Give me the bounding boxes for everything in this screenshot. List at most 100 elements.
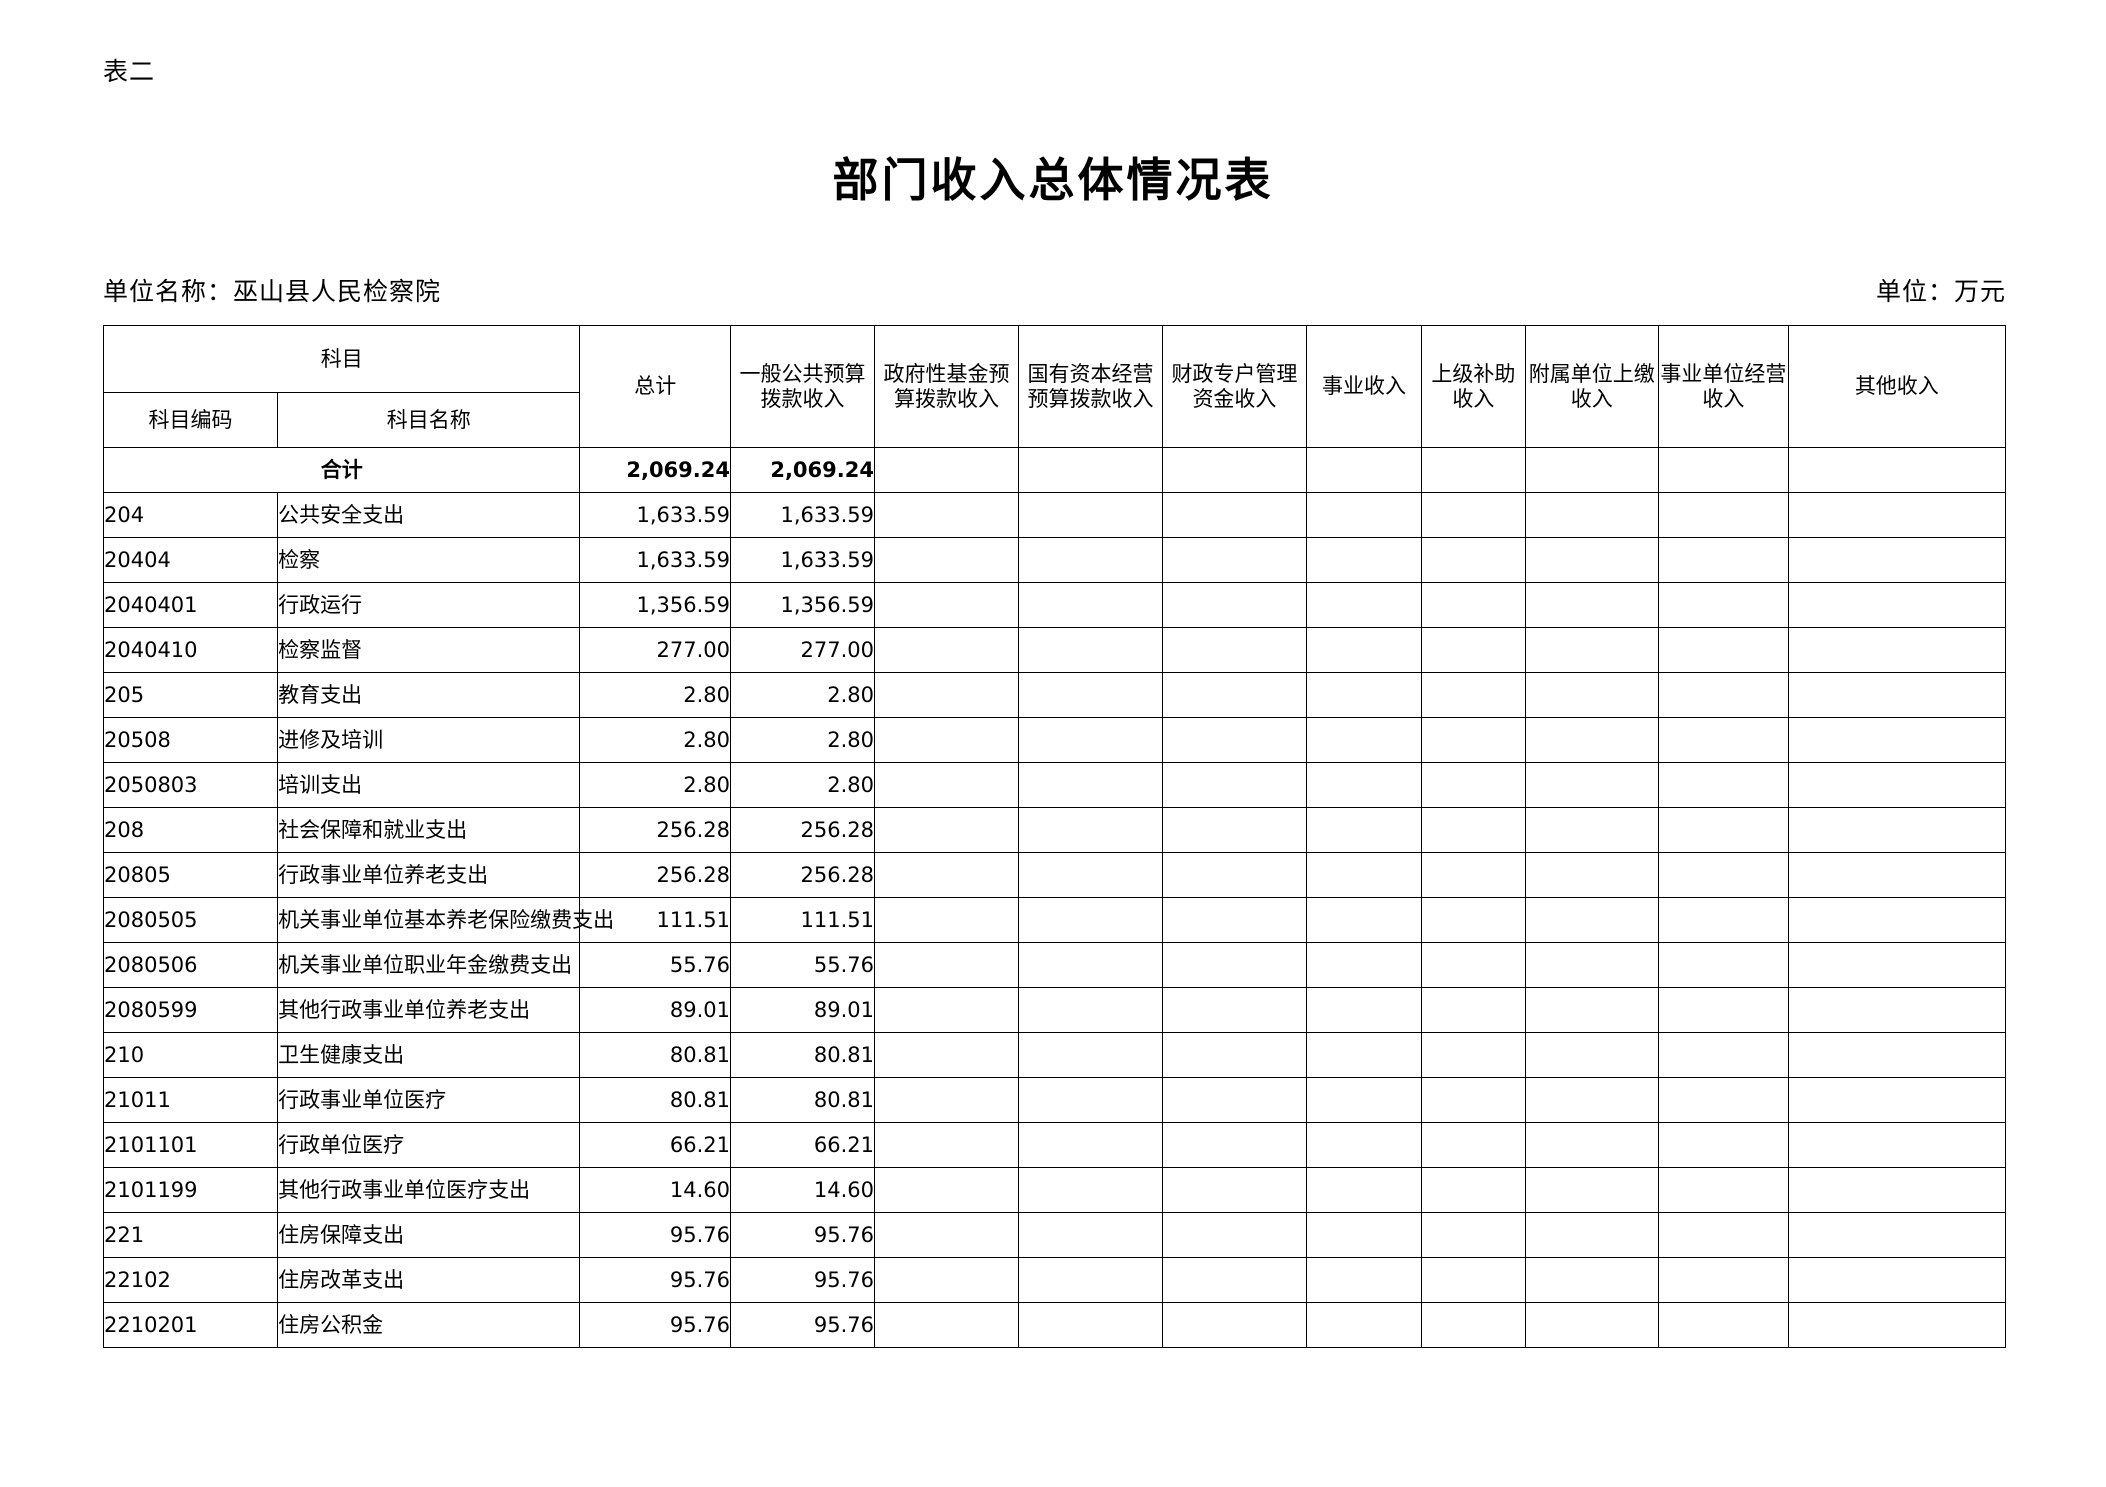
cell-fiscal-special-account-funds xyxy=(1161,852,1307,898)
cell-state-capital-operation-budget xyxy=(1017,987,1163,1033)
cell-total: 1,633.59 xyxy=(579,492,731,538)
cell-general-public-budget: 95.76 xyxy=(730,1257,875,1303)
cell-institution-operating-income xyxy=(1658,1122,1789,1168)
cell-state-capital-operation-budget xyxy=(1017,717,1163,763)
cell-subordinate-unit-remittance xyxy=(1524,492,1660,538)
cell-total: 14.60 xyxy=(579,1167,731,1213)
form-tag: 表二 xyxy=(103,57,156,86)
cell-institution-operating-income xyxy=(1658,1212,1789,1258)
cell-total: 256.28 xyxy=(579,807,731,853)
cell-other-income xyxy=(1787,627,2007,673)
cell-general-public-budget: 95.76 xyxy=(730,1212,875,1258)
cell-subject-code: 2101101 xyxy=(102,1122,279,1168)
cell-subject-name: 行政运行 xyxy=(277,582,581,628)
table-row: 205 教育支出 2.80 2.80 xyxy=(102,672,2007,718)
cell-superior-subsidy-income xyxy=(1421,762,1526,808)
cell-institution-operating-income xyxy=(1658,1077,1789,1123)
cell-other-income xyxy=(1787,942,2007,988)
cell-government-fund-budget xyxy=(873,1167,1019,1213)
cell-state-capital-operation-budget xyxy=(1017,1167,1163,1213)
cell-fiscal-special-account-funds xyxy=(1161,1122,1307,1168)
cell-institution-operating-income xyxy=(1658,627,1789,673)
cell-institution-operating-income xyxy=(1658,987,1789,1033)
cell-subject-code: 22102 xyxy=(102,1257,279,1303)
cell-state-capital-operation-budget xyxy=(1017,1257,1163,1303)
table-row: 208 社会保障和就业支出 256.28 256.28 xyxy=(102,807,2007,853)
cell-subject-name: 其他行政事业单位医疗支出 xyxy=(277,1167,581,1213)
cell-government-fund-budget xyxy=(873,492,1019,538)
cell-general-public-budget: 2.80 xyxy=(730,717,875,763)
cell-business-income xyxy=(1305,942,1423,988)
cell-superior-subsidy-income xyxy=(1421,807,1526,853)
header-superior-subsidy-income: 上级补助收入 xyxy=(1421,325,1526,448)
cell-subordinate-unit-remittance xyxy=(1524,1212,1660,1258)
cell-fiscal-special-account-funds xyxy=(1161,762,1307,808)
cell-total: 111.51 xyxy=(579,897,731,943)
cell-fiscal-special-account-funds xyxy=(1161,537,1307,583)
cell-institution-operating-income xyxy=(1658,582,1789,628)
cell-subject-name: 其他行政事业单位养老支出 xyxy=(277,987,581,1033)
cell-total: 95.76 xyxy=(579,1212,731,1258)
total-value-superior-subsidy-income xyxy=(1421,447,1526,493)
cell-state-capital-operation-budget xyxy=(1017,582,1163,628)
table-row-total: 合计 2,069.24 2,069.24 xyxy=(102,447,2007,493)
cell-subordinate-unit-remittance xyxy=(1524,582,1660,628)
cell-subject-name: 检察监督 xyxy=(277,627,581,673)
cell-subject-code: 205 xyxy=(102,672,279,718)
page-title: 部门收入总体情况表 xyxy=(832,153,1274,207)
cell-state-capital-operation-budget xyxy=(1017,762,1163,808)
budget-income-table: 科目 总计 一般公共预算拨款收入 政府性基金预算拨款收入 国有资本经营预算拨款收… xyxy=(102,325,2007,1348)
cell-subject-code: 20508 xyxy=(102,717,279,763)
cell-government-fund-budget xyxy=(873,672,1019,718)
header-row-top: 科目 总计 一般公共预算拨款收入 政府性基金预算拨款收入 国有资本经营预算拨款收… xyxy=(102,325,2007,448)
header-government-fund-budget: 政府性基金预算拨款收入 xyxy=(873,325,1019,448)
cell-subject-code: 2210201 xyxy=(102,1302,279,1348)
cell-superior-subsidy-income xyxy=(1421,942,1526,988)
cell-subject-code: 2050803 xyxy=(102,762,279,808)
cell-institution-operating-income xyxy=(1658,492,1789,538)
cell-other-income xyxy=(1787,672,2007,718)
cell-subordinate-unit-remittance xyxy=(1524,1167,1660,1213)
cell-general-public-budget: 1,356.59 xyxy=(730,582,875,628)
cell-fiscal-special-account-funds xyxy=(1161,1302,1307,1348)
total-value-subordinate-unit-remittance xyxy=(1524,447,1660,493)
cell-subject-code: 208 xyxy=(102,807,279,853)
cell-subordinate-unit-remittance xyxy=(1524,1077,1660,1123)
cell-fiscal-special-account-funds xyxy=(1161,1077,1307,1123)
cell-fiscal-special-account-funds xyxy=(1161,672,1307,718)
cell-government-fund-budget xyxy=(873,627,1019,673)
cell-business-income xyxy=(1305,1122,1423,1168)
cell-institution-operating-income xyxy=(1658,852,1789,898)
header-total: 总计 xyxy=(579,325,731,448)
cell-government-fund-budget xyxy=(873,897,1019,943)
cell-business-income xyxy=(1305,492,1423,538)
header-subject-name: 科目名称 xyxy=(277,392,581,448)
cell-institution-operating-income xyxy=(1658,807,1789,853)
cell-general-public-budget: 14.60 xyxy=(730,1167,875,1213)
cell-total: 80.81 xyxy=(579,1077,731,1123)
cell-total: 2.80 xyxy=(579,717,731,763)
table-header: 科目 总计 一般公共预算拨款收入 政府性基金预算拨款收入 国有资本经营预算拨款收… xyxy=(102,325,2007,448)
cell-subject-code: 2080505 xyxy=(102,897,279,943)
cell-other-income xyxy=(1787,492,2007,538)
cell-fiscal-special-account-funds xyxy=(1161,717,1307,763)
cell-total: 2.80 xyxy=(579,762,731,808)
table-row: 21011 行政事业单位医疗 80.81 80.81 xyxy=(102,1077,2007,1123)
cell-subject-name: 进修及培训 xyxy=(277,717,581,763)
cell-general-public-budget: 277.00 xyxy=(730,627,875,673)
cell-other-income xyxy=(1787,537,2007,583)
cell-general-public-budget: 1,633.59 xyxy=(730,537,875,583)
header-other-income: 其他收入 xyxy=(1787,325,2007,448)
cell-subject-code: 21011 xyxy=(102,1077,279,1123)
header-fiscal-special-account-funds: 财政专户管理资金收入 xyxy=(1161,325,1307,448)
cell-government-fund-budget xyxy=(873,1032,1019,1078)
cell-government-fund-budget xyxy=(873,762,1019,808)
cell-subordinate-unit-remittance xyxy=(1524,852,1660,898)
cell-general-public-budget: 80.81 xyxy=(730,1032,875,1078)
table-row: 204 公共安全支出 1,633.59 1,633.59 xyxy=(102,492,2007,538)
cell-subject-code: 20404 xyxy=(102,537,279,583)
cell-state-capital-operation-budget xyxy=(1017,492,1163,538)
cell-government-fund-budget xyxy=(873,1257,1019,1303)
cell-business-income xyxy=(1305,627,1423,673)
cell-state-capital-operation-budget xyxy=(1017,537,1163,583)
